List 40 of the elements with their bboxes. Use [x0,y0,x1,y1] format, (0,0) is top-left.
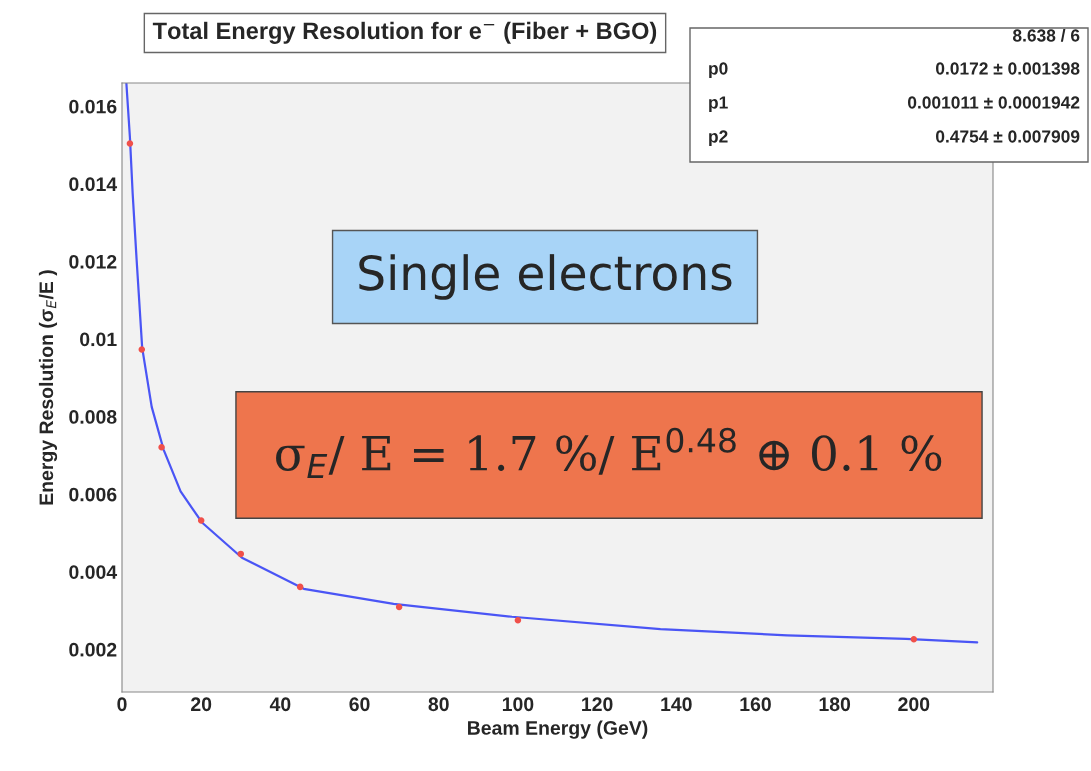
point [126,140,134,147]
annotation: p2 [709,130,728,147]
point [138,346,146,353]
point [910,635,918,643]
x-tick-label: 40 [269,697,291,712]
x-tick-label: 160 [740,697,771,712]
x-tick-label: 180 [819,697,851,712]
point [514,616,522,624]
annotation: Single electrons [359,254,732,300]
y-tick-label: 0.006 [69,487,117,502]
text: p0 [709,62,728,79]
y-tick-label: 0.008 [69,410,117,424]
point [197,517,205,524]
x-axis-title: Beam Energy (GeV) [468,720,648,739]
y-tick-label: 0.016 [69,99,117,114]
text: 0.0172 ± 0.001398 [936,62,1080,75]
point [158,443,165,451]
x-tick-label: 120 [582,697,613,712]
annotation: σ$_{E}$/ E = 1.7 %/ E$^{0.48}$ ⊕ 0.1 % [276,427,942,479]
annotation: p1 [709,96,728,113]
x-tick-label: 0 [117,697,127,712]
point [237,550,245,558]
x-tick-label: 140 [661,697,692,712]
text: 8.638 / 6 [1012,28,1080,42]
y-tick-label: 0.012 [69,254,117,269]
annotation: 0.001011 ± 0.0001942 [908,96,1080,109]
y-tick-label: 0.014 [69,177,118,192]
point [296,583,304,591]
y-tick-label: 0.01 [80,332,117,347]
annotation: 0.4754 ± 0.007909 [936,130,1080,143]
x-tick-label: 200 [898,697,930,712]
x-tick-label: 60 [349,697,370,712]
y-tick-label: 0.004 [69,565,118,579]
y-tick-label: 0.002 [69,642,117,657]
chart-title: Total Energy Resolution for e$^{−}$ (Fiber + BGO) [152,21,657,44]
point [395,603,403,611]
x-tick-label: 20 [191,697,212,712]
x-tick-label: 80 [428,697,449,712]
y-axis-title: Energy Resolution (σ$_{E}$/E ) [38,270,58,505]
x-tick-label: 100 [502,697,534,712]
